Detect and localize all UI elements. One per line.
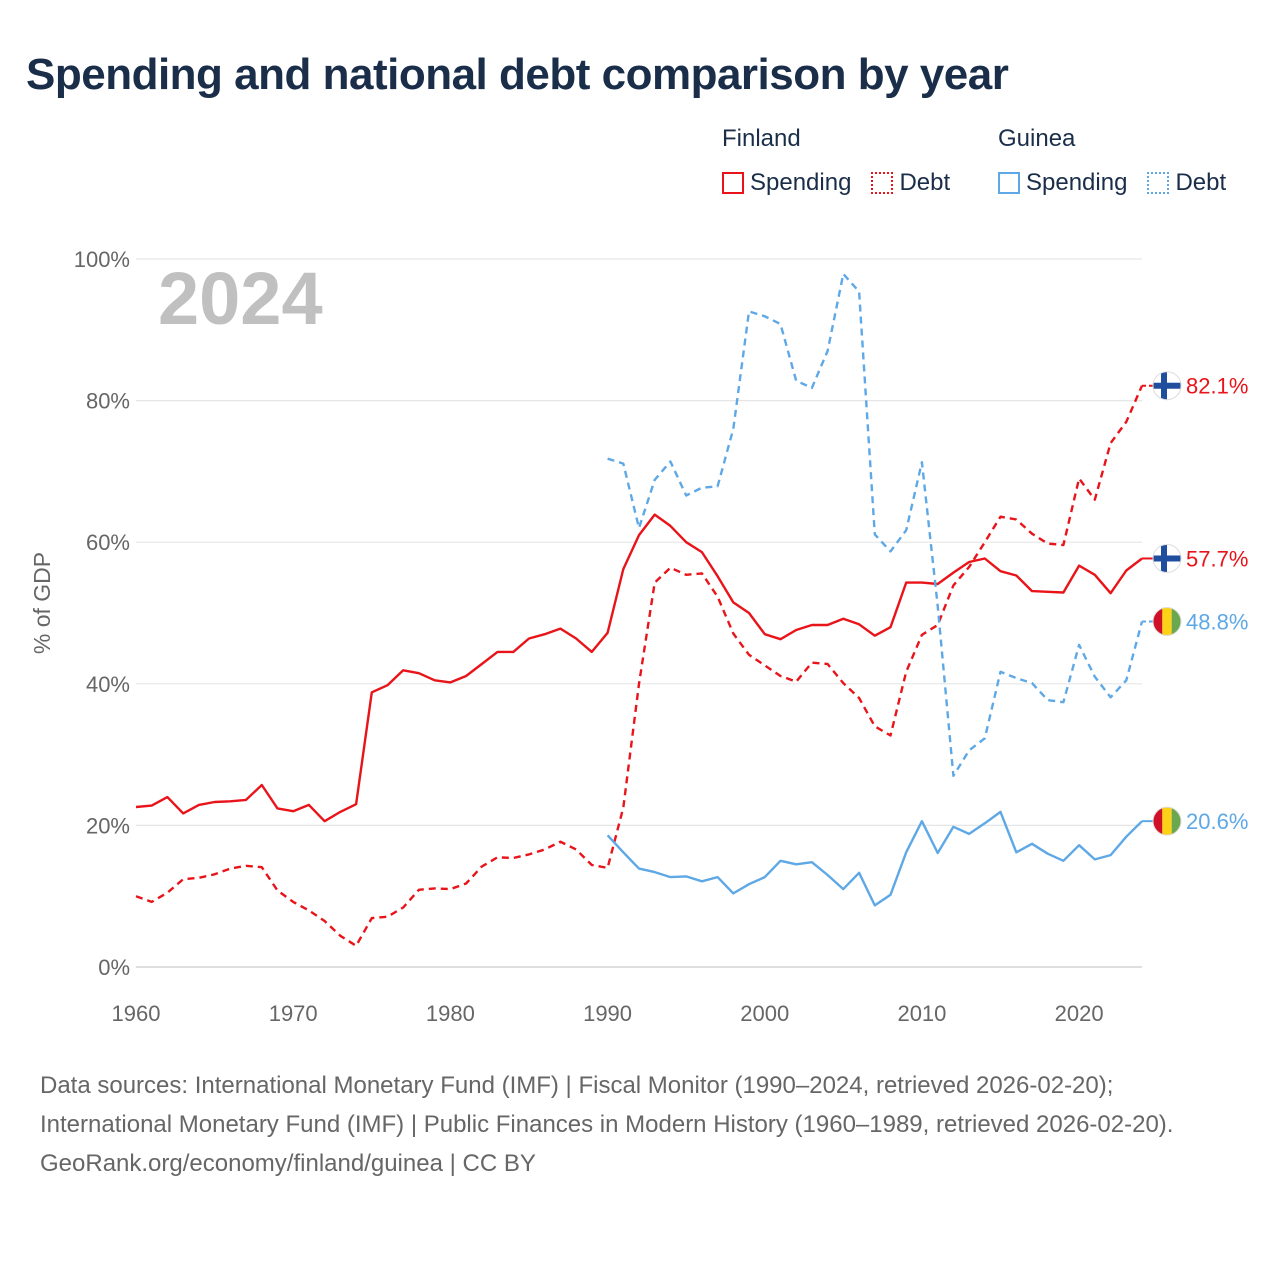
y-tick-label: 60%: [86, 530, 130, 555]
y-tick-label: 20%: [86, 813, 130, 838]
line-chart: 0% 20% 40% 60% 80% 100% 1960 1970 1980 1990 2000 2…: [29, 247, 1248, 1026]
x-tick-label: 1980: [426, 1001, 475, 1026]
finland-debt-line[interactable]: [135, 385, 1144, 947]
y-tick-label: 40%: [86, 672, 130, 697]
x-tick-label: 1990: [583, 1001, 632, 1026]
finland-flag-icon: [1152, 543, 1182, 573]
x-tick-label: 2000: [740, 1001, 789, 1026]
y-tick-label: 80%: [86, 389, 130, 414]
legend-label: Spending: [1026, 169, 1128, 196]
solid-line-swatch-icon: [998, 172, 1020, 194]
y-axis-ticks: 0% 20% 40% 60% 80% 100%: [74, 247, 130, 980]
legend-guinea-spending[interactable]: Spending: [998, 169, 1127, 197]
legend-group-finland: Finland Spending Debt: [722, 125, 950, 197]
legend-label: Debt: [899, 169, 951, 196]
x-tick-label: 1970: [269, 1001, 318, 1026]
guinea-flag-icon: [1152, 806, 1182, 836]
x-tick-label: 1960: [112, 1001, 161, 1026]
end-value-label: 57.7%: [1186, 546, 1248, 571]
chart-title: Spending and national debt comparison by…: [26, 50, 1009, 99]
series-lines: [135, 272, 1144, 947]
end-value-label: 48.8%: [1186, 609, 1248, 634]
gridlines: [136, 258, 1142, 968]
legend-label: Debt: [1175, 169, 1227, 196]
data-sources: Data sources: International Monetary Fun…: [40, 1072, 1174, 1138]
finland-flag-icon: [1152, 371, 1182, 401]
footer: Data sources: International Monetary Fun…: [40, 1066, 1240, 1183]
legend-country-finland: Finland: [722, 125, 801, 152]
finland-spending-line[interactable]: [135, 513, 1143, 823]
x-tick-label: 2020: [1055, 1001, 1104, 1026]
guinea-flag-icon: [1152, 606, 1182, 636]
legend-country-guinea: Guinea: [998, 125, 1076, 152]
dotted-line-swatch-icon: [871, 172, 894, 194]
end-value-label: 82.1%: [1186, 374, 1248, 399]
legend-finland-spending[interactable]: Spending: [722, 169, 851, 197]
series-end-markers: 57.7% 82.1% 20.6% 48.8%: [1142, 371, 1248, 836]
x-axis-ticks: 1960 1970 1980 1990 2000 2010 2020: [112, 1001, 1104, 1026]
x-tick-label: 2010: [897, 1001, 946, 1026]
guinea-debt-line[interactable]: [607, 272, 1144, 777]
guinea-spending-line[interactable]: [606, 810, 1143, 907]
end-value-label: 20.6%: [1186, 809, 1248, 834]
y-tick-label: 100%: [74, 247, 130, 272]
dotted-line-swatch-icon: [1147, 172, 1170, 194]
current-year-watermark: 2024: [158, 257, 323, 340]
solid-line-swatch-icon: [722, 172, 744, 194]
credit-link[interactable]: GeoRank.org/economy/finland/guinea | CC …: [40, 1150, 536, 1177]
y-tick-label: 0%: [98, 955, 130, 980]
legend-label: Spending: [750, 169, 852, 196]
legend-group-guinea: Guinea Spending Debt: [998, 125, 1226, 197]
legend-guinea-debt[interactable]: Debt: [1147, 169, 1226, 197]
legend-finland-debt[interactable]: Debt: [871, 169, 950, 197]
y-axis-label: % of GDP: [29, 552, 55, 654]
